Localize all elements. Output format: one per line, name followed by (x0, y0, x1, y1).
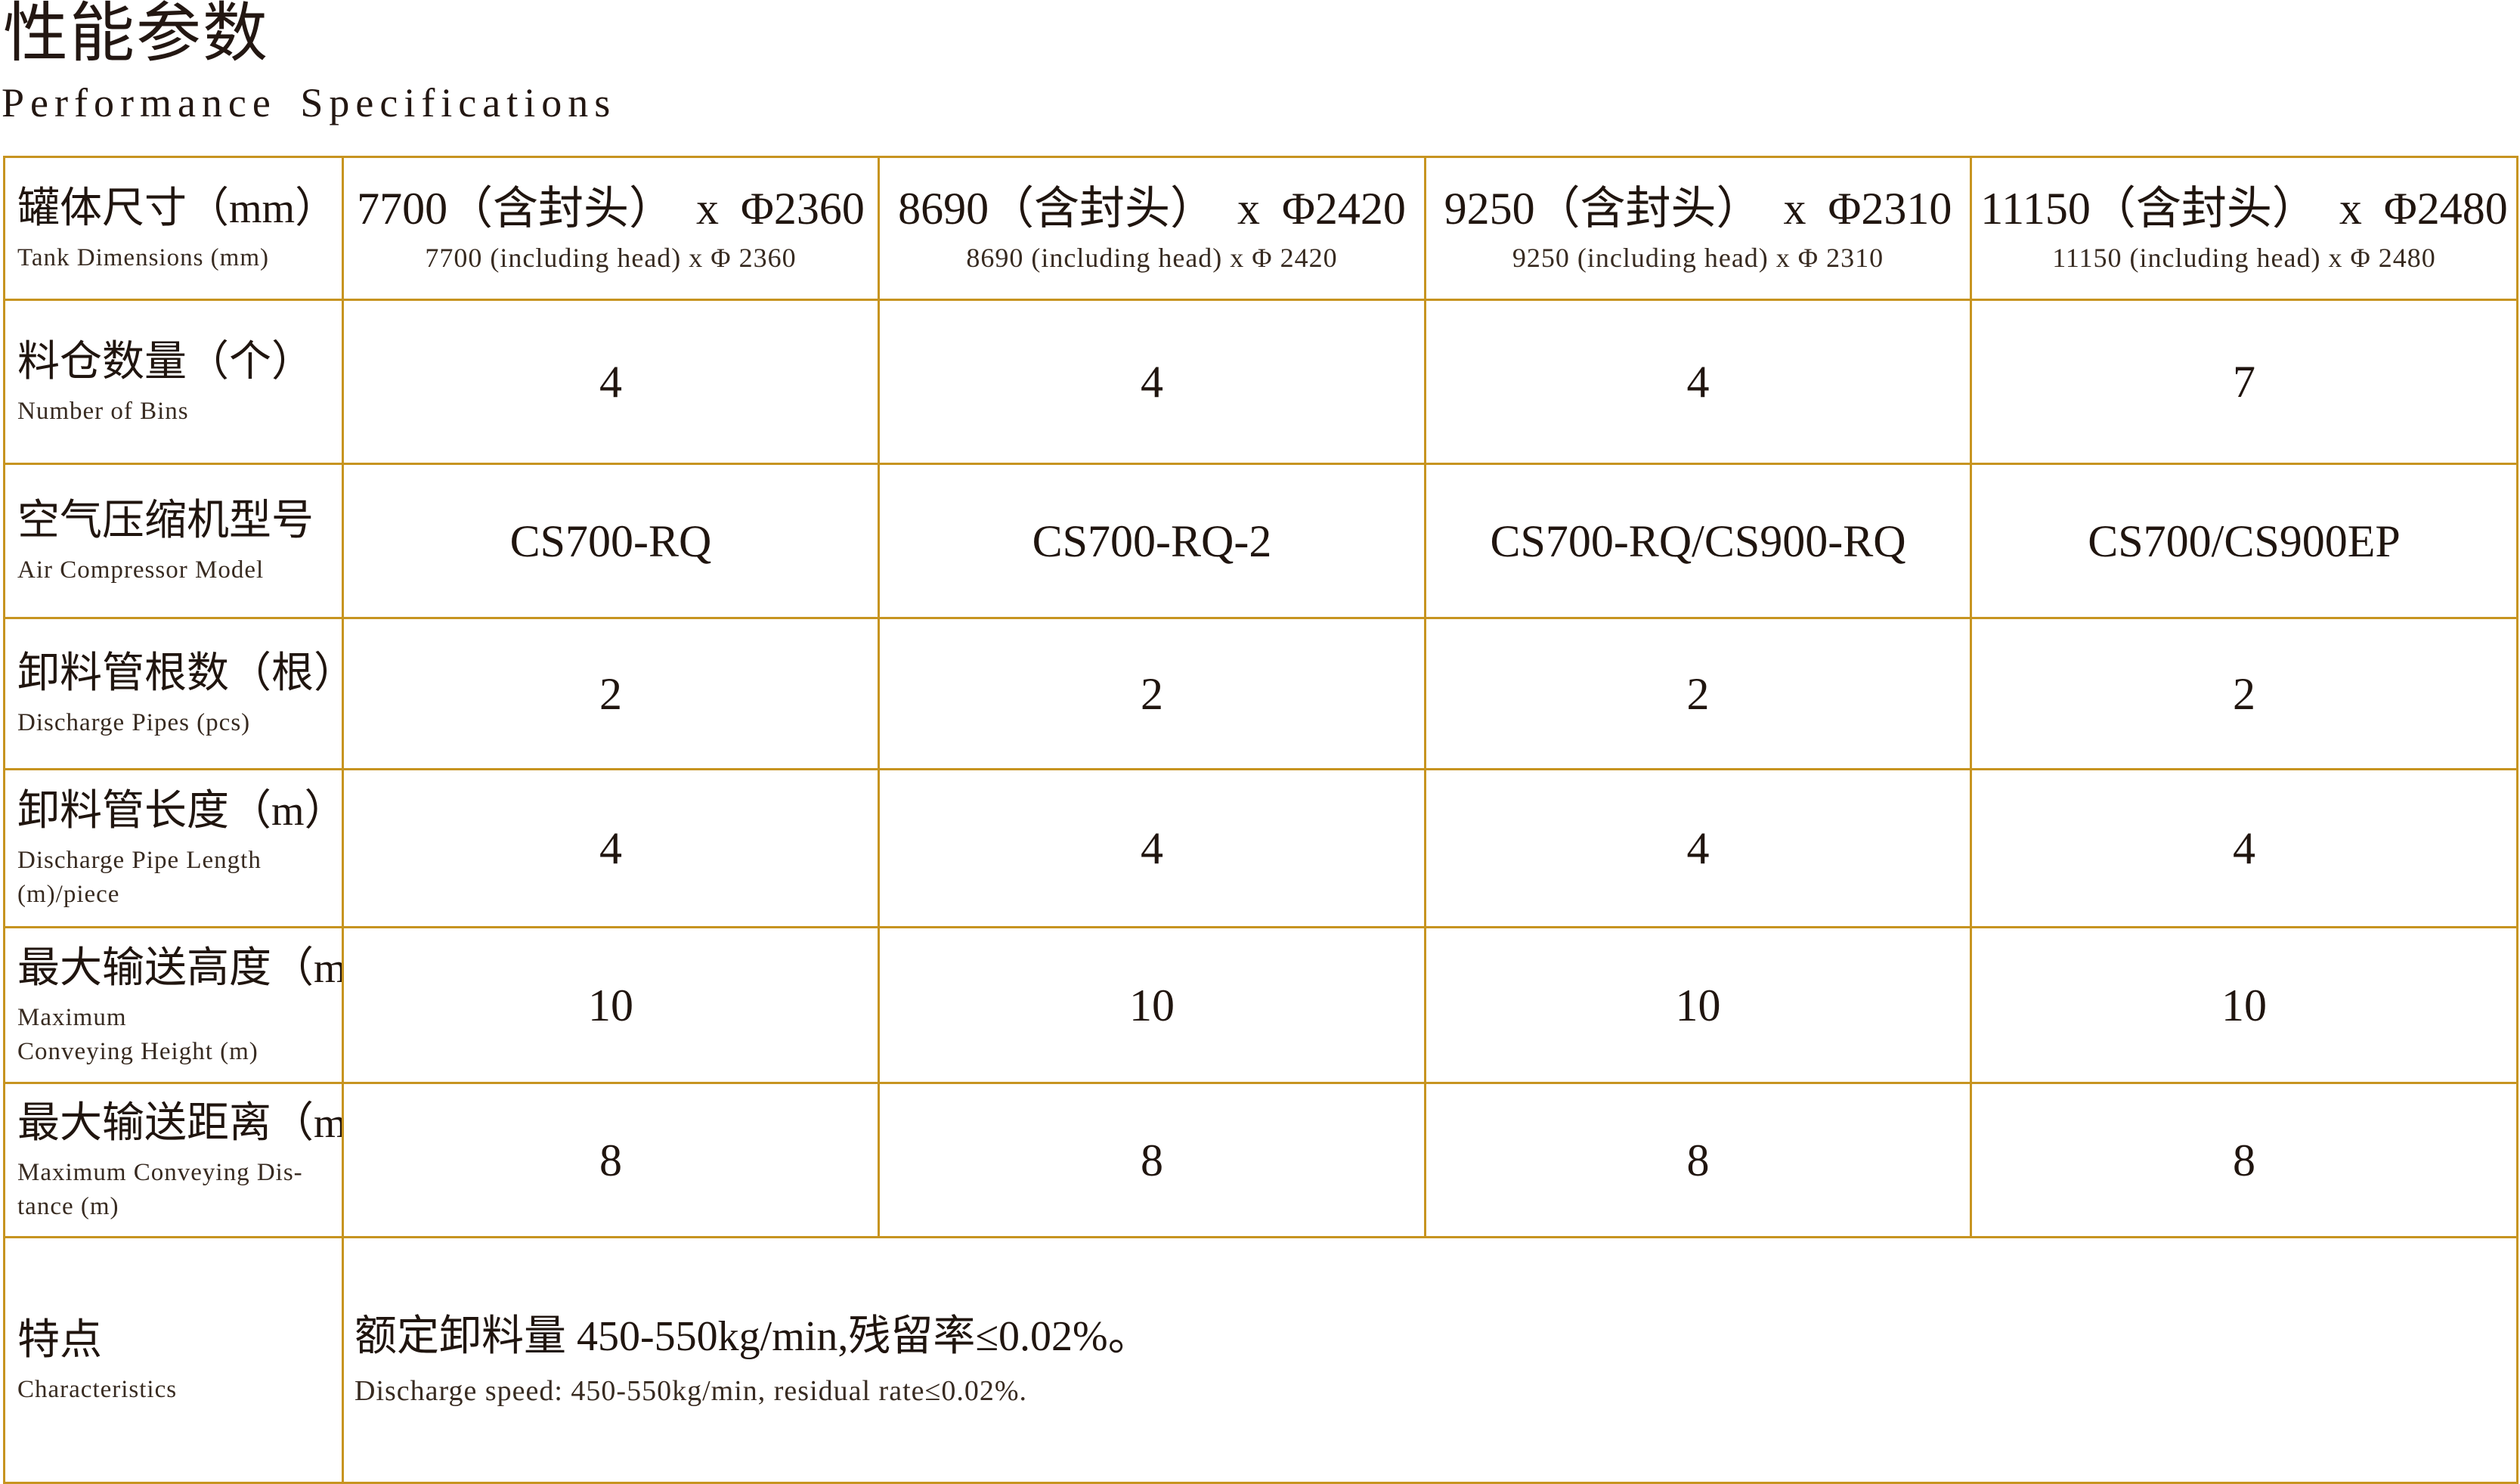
cell-value: CS700-RQ (509, 516, 712, 566)
bins-model-4: 7 (1972, 301, 2518, 465)
conveying-height-model-1: 10 (344, 928, 880, 1084)
row-label-zh: 空气压缩机型号 (17, 497, 314, 545)
compressor-model-3: CS700-RQ/CS900-RQ (1426, 465, 1972, 619)
row-header-conveying-height: 最大输送高度（m） Maximum Conveying Height (m) (5, 928, 344, 1084)
cell-value: 2 (1686, 668, 1710, 719)
cell-main: 11150（含封头） x Φ2480 (1980, 183, 2508, 234)
cell-value: 4 (599, 823, 622, 873)
page-title-zh: 性能参数 (3, 0, 269, 70)
cell-sub: 7700 (including head) x Φ 2360 (425, 242, 797, 273)
compressor-model-1: CS700-RQ (344, 465, 880, 619)
characteristics-zh: 额定卸料量 450-550kg/min,残留率≤0.02%。 (354, 1312, 1150, 1360)
page-title-en: Performance Specifications (2, 80, 617, 125)
cell-value: 7 (2233, 357, 2255, 407)
compressor-model-4: CS700/CS900EP (1972, 465, 2518, 619)
row-label-zh: 罐体尺寸（mm） (17, 184, 338, 232)
row-label-en: Number of Bins (17, 397, 189, 425)
conveying-distance-model-4: 8 (1972, 1084, 2518, 1238)
cell-value: 8 (1686, 1135, 1710, 1185)
compressor-model-2: CS700-RQ-2 (880, 465, 1426, 619)
cell-value: 8 (1141, 1135, 1163, 1185)
row-label-zh: 最大输送距离（m） (17, 1099, 344, 1147)
conveying-height-model-2: 10 (880, 928, 1426, 1084)
cell-value: 4 (1141, 357, 1163, 407)
cell-value: 2 (2233, 668, 2255, 719)
cell-value: 4 (1686, 357, 1710, 407)
pipe-length-model-2: 4 (880, 770, 1426, 928)
cell-value: 10 (1129, 980, 1175, 1030)
tank-dimensions-model-3: 9250（含封头） x Φ2310 9250 (including head) … (1426, 158, 1972, 301)
row-header-air-compressor: 空气压缩机型号 Air Compressor Model (5, 465, 344, 619)
cell-value: 8 (2233, 1135, 2255, 1185)
bins-model-3: 4 (1426, 301, 1972, 465)
conveying-distance-model-1: 8 (344, 1084, 880, 1238)
row-header-characteristics: 特点 Characteristics (5, 1238, 344, 1484)
row-header-number-of-bins: 料仓数量（个） Number of Bins (5, 301, 344, 465)
cell-sub: 8690 (including head) x Φ 2420 (966, 242, 1338, 273)
pipes-model-2: 2 (880, 619, 1426, 770)
row-label-en: Discharge Pipe Length (m)/piece (17, 847, 262, 908)
cell-main: 7700（含封头） x Φ2360 (357, 183, 865, 234)
row-label-zh: 最大输送高度（m） (17, 944, 344, 992)
characteristics-en: Discharge speed: 450-550kg/min, residual… (354, 1374, 1028, 1407)
row-label-en: Tank Dimensions (mm) (17, 243, 269, 271)
cell-value: CS700-RQ/CS900-RQ (1490, 516, 1906, 566)
cell-main: 9250（含封头） x Φ2310 (1444, 183, 1952, 234)
cell-value: 4 (2233, 823, 2255, 873)
tank-dimensions-model-2: 8690（含封头） x Φ2420 8690 (including head) … (880, 158, 1426, 301)
conveying-distance-model-3: 8 (1426, 1084, 1972, 1238)
cell-value: 8 (599, 1135, 622, 1185)
row-label-zh: 特点 (17, 1316, 102, 1364)
tank-dimensions-model-1: 7700（含封头） x Φ2360 7700 (including head) … (344, 158, 880, 301)
pipes-model-3: 2 (1426, 619, 1972, 770)
cell-value: CS700-RQ-2 (1032, 516, 1272, 566)
cell-value: 4 (599, 357, 622, 407)
tank-dimensions-model-4: 11150（含封头） x Φ2480 11150 (including head… (1972, 158, 2518, 301)
pipe-length-model-4: 4 (1972, 770, 2518, 928)
cell-value: 4 (1686, 823, 1710, 873)
characteristics-value: 额定卸料量 450-550kg/min,残留率≤0.02%。 Discharge… (344, 1238, 2518, 1484)
bins-model-1: 4 (344, 301, 880, 465)
pipe-length-model-3: 4 (1426, 770, 1972, 928)
cell-value: CS700/CS900EP (2088, 516, 2401, 566)
cell-sub: 11150 (including head) x Φ 2480 (2052, 242, 2436, 273)
cell-value: 2 (599, 668, 622, 719)
conveying-height-model-4: 10 (1972, 928, 2518, 1084)
pipe-length-model-1: 4 (344, 770, 880, 928)
row-header-conveying-distance: 最大输送距离（m） Maximum Conveying Dis- tance (… (5, 1084, 344, 1238)
cell-value: 2 (1141, 668, 1163, 719)
row-label-en: Maximum Conveying Height (m) (17, 1003, 259, 1065)
row-label-zh: 料仓数量（个） (17, 338, 314, 386)
row-header-tank-dimensions: 罐体尺寸（mm） Tank Dimensions (mm) (5, 158, 344, 301)
cell-value: 10 (1675, 980, 1721, 1030)
row-label-zh: 卸料管根数（根） (17, 650, 344, 698)
row-label-zh: 卸料管长度（m）/根 (17, 788, 344, 835)
row-header-pipe-length: 卸料管长度（m）/根 Discharge Pipe Length (m)/pie… (5, 770, 344, 928)
conveying-height-model-3: 10 (1426, 928, 1972, 1084)
row-label-en: Maximum Conveying Dis- tance (m) (17, 1158, 303, 1220)
bins-model-2: 4 (880, 301, 1426, 465)
pipes-model-1: 2 (344, 619, 880, 770)
row-label-en: Characteristics (17, 1375, 178, 1403)
pipes-model-4: 2 (1972, 619, 2518, 770)
cell-sub: 9250 (including head) x Φ 2310 (1512, 242, 1884, 273)
conveying-distance-model-2: 8 (880, 1084, 1426, 1238)
cell-value: 10 (588, 980, 633, 1030)
row-label-en: Air Compressor Model (17, 556, 265, 584)
cell-value: 4 (1141, 823, 1163, 873)
spec-table: 罐体尺寸（mm） Tank Dimensions (mm) 7700（含封头） … (3, 156, 2518, 1484)
cell-value: 10 (2221, 980, 2267, 1030)
cell-main: 8690（含封头） x Φ2420 (898, 183, 1406, 234)
row-header-discharge-pipes: 卸料管根数（根） Discharge Pipes (pcs) (5, 619, 344, 770)
row-label-en: Discharge Pipes (pcs) (17, 709, 251, 737)
